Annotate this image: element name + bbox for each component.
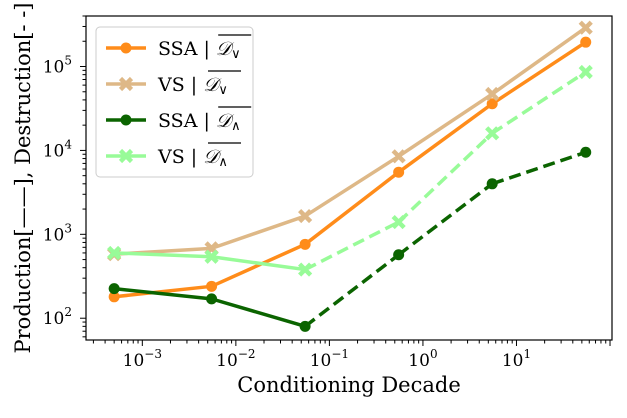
series-3-segment <box>397 182 494 257</box>
series-4-point <box>204 249 219 264</box>
series-2-segment <box>304 154 400 218</box>
series-2-segment <box>210 214 306 251</box>
y-tick-label: 105 <box>43 54 72 78</box>
series-3-point <box>393 249 405 261</box>
series-2-point <box>391 149 406 164</box>
legend: SSA | 𝒟∨ VS | 𝒟∨ SSA | 𝒟∧ VS | 𝒟∧ <box>95 26 254 178</box>
legend-marker <box>118 148 134 164</box>
series-2-point <box>298 208 313 224</box>
series-4-point <box>485 126 500 141</box>
legend-entry: SSA | 𝒟∨ <box>106 34 252 62</box>
series-3-point <box>299 320 311 332</box>
series-4-segment <box>114 251 212 259</box>
series-4-segment <box>211 255 306 272</box>
series-1-segment <box>304 170 400 246</box>
series-1-point <box>580 36 592 48</box>
series-4-segment <box>397 132 494 224</box>
x-tick-label: 10−1 <box>310 347 349 371</box>
axes: 10−3 10−2 10−1 100 101 102 103 104 105 Conditioni… <box>11 3 613 397</box>
series-1-point <box>393 166 405 178</box>
series-2-point <box>485 86 500 102</box>
y-axis-label: Production[——], Destruction[- -] <box>11 3 35 354</box>
series-1-segment <box>491 40 587 106</box>
series-3-point <box>108 283 120 295</box>
x-axis-label: Conditioning Decade <box>237 373 461 397</box>
series-1-segment <box>397 102 494 174</box>
series-4-segment <box>491 70 587 135</box>
series-3-segment <box>304 253 400 328</box>
series-2-point <box>578 20 593 35</box>
series-4-point <box>107 245 122 261</box>
y-tick-label: 102 <box>43 305 72 329</box>
plot-area <box>107 20 593 332</box>
series-1-segment <box>210 242 306 288</box>
series-3-point <box>486 178 498 190</box>
x-tick-label: 10−3 <box>123 347 162 371</box>
plot-frame <box>85 15 613 341</box>
series-2-segment <box>397 92 494 158</box>
legend-label: VS | 𝒟∨ <box>157 74 228 98</box>
series-3-segment <box>491 150 587 186</box>
x-tick-label: 10−2 <box>216 347 255 371</box>
legend-label: SSA | 𝒟∨ <box>158 38 241 62</box>
series-4-point <box>391 214 406 230</box>
legend-label: VS | 𝒟∧ <box>157 146 228 170</box>
series-4-point <box>298 262 313 277</box>
legend-entry: SSA | 𝒟∧ <box>106 106 252 134</box>
x-tick-label: 101 <box>502 347 531 371</box>
series-4-point <box>578 64 593 80</box>
series-4-segment <box>304 220 400 272</box>
series-1-point <box>299 238 311 250</box>
legend-entry: VS | 𝒟∧ <box>106 142 241 170</box>
legend-marker <box>120 42 132 54</box>
legend-marker <box>120 114 132 126</box>
series-3-point <box>206 293 218 305</box>
series-1-segment <box>113 284 212 299</box>
series-1-point <box>486 98 498 110</box>
legend-entry: VS | 𝒟∨ <box>106 70 241 98</box>
series-3-segment <box>113 286 212 301</box>
legend-box <box>95 26 254 178</box>
y-tick-label: 104 <box>43 137 73 161</box>
series-2-segment <box>491 26 587 96</box>
series-1-point <box>108 291 120 303</box>
series-3-point <box>580 146 592 158</box>
x-tick-label: 100 <box>408 347 437 371</box>
legend-marker <box>118 76 134 92</box>
legend-label: SSA | 𝒟∧ <box>158 110 241 134</box>
y-tick-label: 103 <box>43 221 72 245</box>
series-3-segment <box>211 297 306 329</box>
series-1-point <box>206 280 218 292</box>
